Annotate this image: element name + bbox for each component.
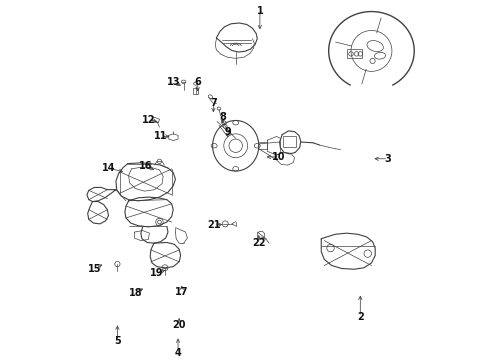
Text: 5: 5	[114, 336, 121, 346]
Text: 19: 19	[150, 268, 164, 278]
Text: 21: 21	[207, 220, 221, 230]
Text: 10: 10	[272, 152, 285, 162]
Bar	[347, 49, 362, 58]
Text: 15: 15	[88, 264, 101, 274]
Text: 12: 12	[142, 115, 155, 125]
Bar	[193, 89, 198, 94]
Text: 20: 20	[172, 320, 186, 330]
Text: 14: 14	[102, 163, 115, 173]
Bar	[152, 117, 160, 123]
Text: 3: 3	[385, 154, 392, 164]
Text: 16: 16	[139, 161, 152, 171]
Text: 1: 1	[256, 6, 263, 16]
Text: 4: 4	[174, 348, 181, 358]
Text: 7: 7	[210, 98, 217, 108]
Text: 9: 9	[224, 127, 231, 137]
Text: 13: 13	[167, 77, 180, 87]
Text: 18: 18	[129, 288, 143, 298]
Bar	[283, 136, 296, 147]
Text: 8: 8	[219, 112, 226, 122]
Text: 17: 17	[175, 287, 189, 297]
Text: 6: 6	[195, 77, 201, 87]
Text: 22: 22	[252, 238, 266, 248]
Text: 11: 11	[154, 131, 167, 141]
Text: 2: 2	[357, 312, 364, 322]
